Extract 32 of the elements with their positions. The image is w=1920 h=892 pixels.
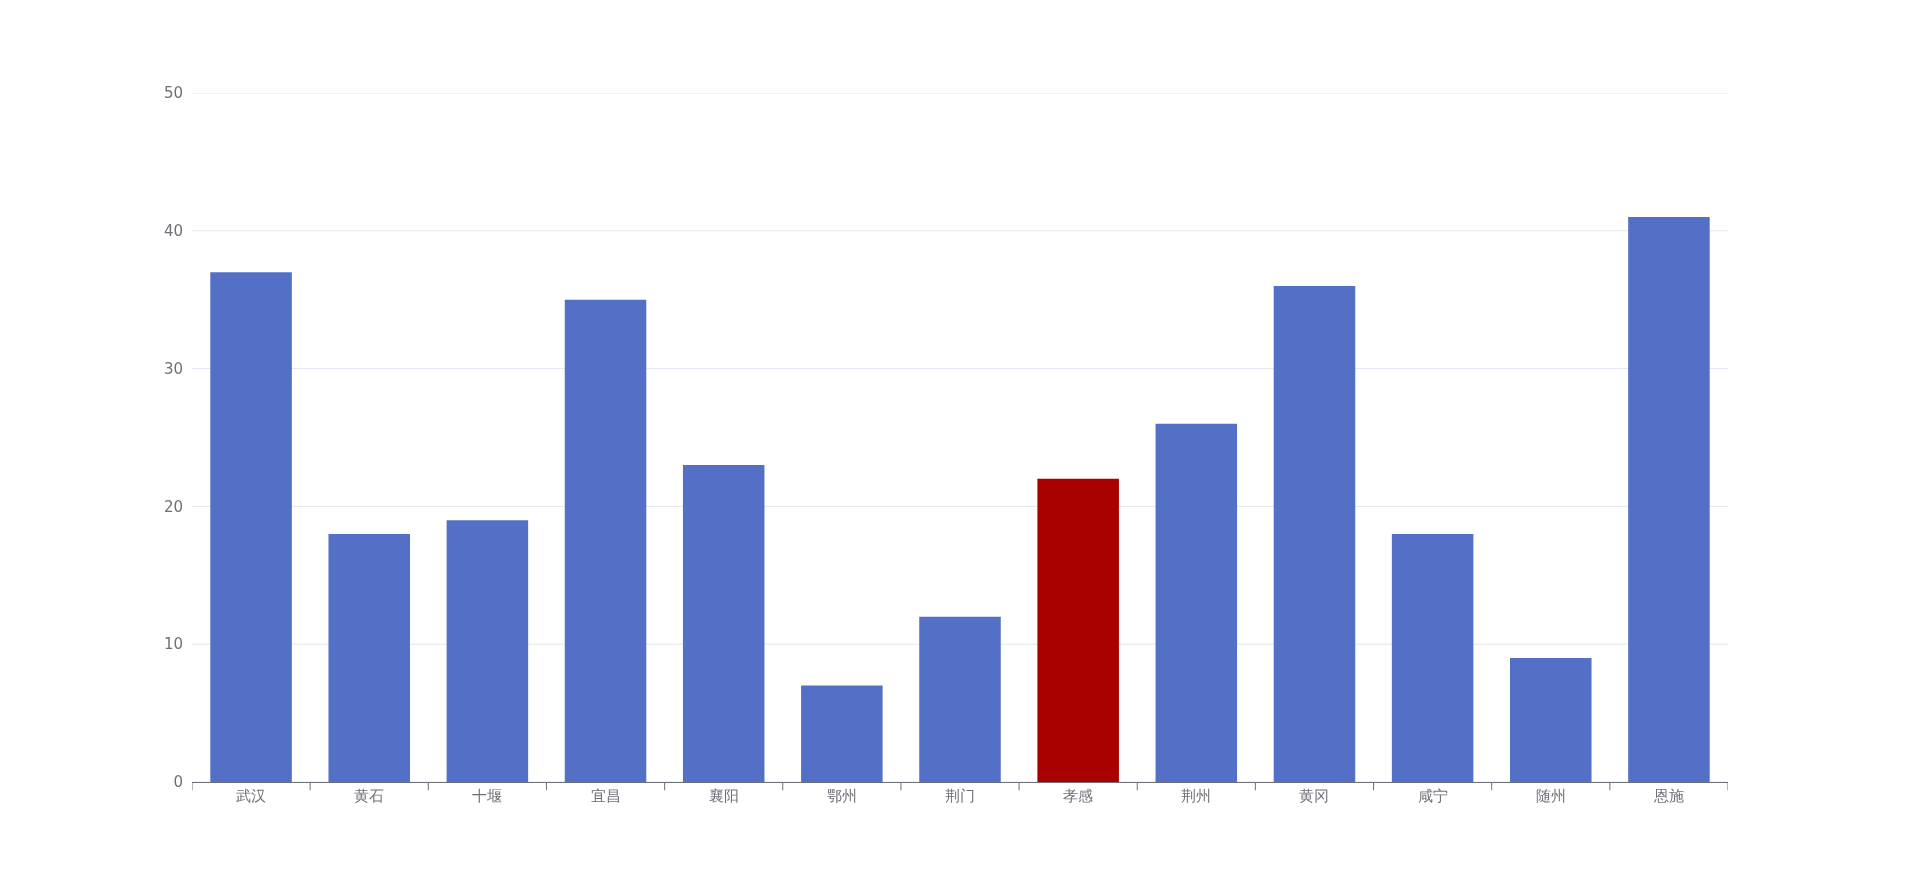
bar — [210, 272, 292, 782]
y-tick-label: 0 — [173, 773, 183, 792]
x-tick-label: 荆州 — [1181, 787, 1212, 805]
y-tick-label: 50 — [163, 84, 183, 103]
x-tick-label: 宜昌 — [590, 787, 621, 805]
bar — [682, 465, 765, 782]
x-tick-label: 十堰 — [472, 787, 503, 805]
x-tick-label: 黄冈 — [1299, 787, 1330, 805]
bar — [801, 685, 883, 782]
x-tick-label: 襄阳 — [708, 787, 739, 805]
bar — [564, 299, 647, 782]
bar — [1510, 657, 1592, 782]
bar — [1155, 423, 1238, 782]
bar — [919, 616, 1001, 782]
bar — [328, 533, 410, 782]
x-tick-label: 鄂州 — [826, 787, 857, 805]
bar — [1391, 533, 1474, 782]
x-tick-label: 荆门 — [945, 787, 975, 805]
bar — [1037, 478, 1119, 782]
x-tick-label: 恩施 — [1652, 787, 1684, 805]
bar — [1628, 217, 1710, 782]
bar — [1273, 285, 1356, 782]
bar — [446, 520, 529, 782]
y-tick-label: 30 — [163, 359, 183, 378]
x-tick-label: 随州 — [1535, 787, 1566, 805]
x-tick-label: 咸宁 — [1417, 787, 1448, 805]
x-tick-label: 黄石 — [354, 787, 385, 805]
y-tick-label: 40 — [163, 222, 183, 241]
x-tick-label: 武汉 — [236, 787, 267, 805]
x-tick-label: 孝感 — [1063, 787, 1094, 805]
y-tick-label: 10 — [163, 635, 183, 654]
y-tick-label: 20 — [163, 497, 183, 516]
